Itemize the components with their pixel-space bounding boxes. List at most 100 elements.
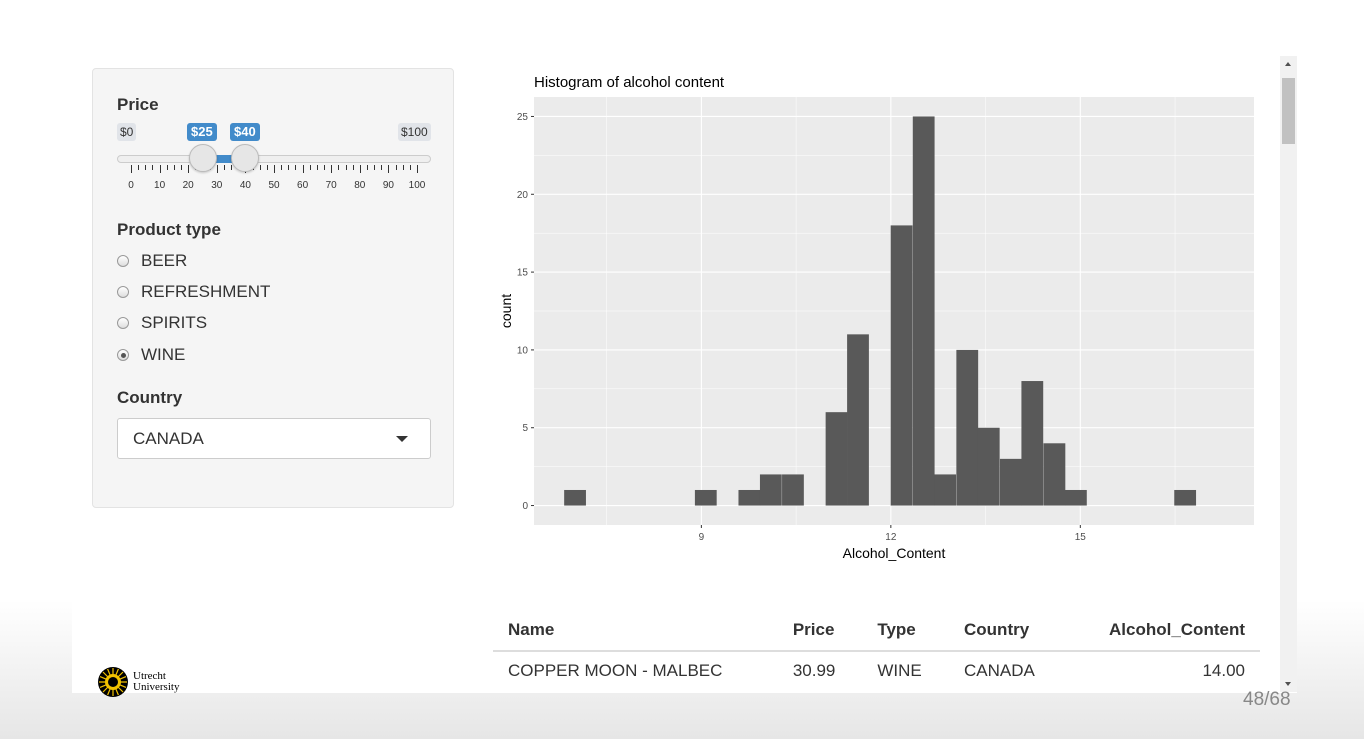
scroll-down-arrow-icon[interactable] xyxy=(1285,682,1291,686)
cell-alcohol-content: 14.00 xyxy=(1202,661,1245,680)
slider-tick xyxy=(366,165,368,170)
slider-min-label: $0 xyxy=(117,123,137,141)
col-header-type[interactable]: Type xyxy=(862,620,950,652)
cell-country: CANADA xyxy=(964,661,1035,680)
country-select-value: CANADA xyxy=(133,428,204,448)
x-tick-label: 9 xyxy=(699,532,705,543)
histogram-bar xyxy=(912,116,935,506)
slider-tick xyxy=(409,165,411,170)
y-axis-label: count xyxy=(498,294,514,328)
radio-button[interactable] xyxy=(117,255,129,267)
slider-tick xyxy=(302,165,304,173)
country-label: Country xyxy=(117,388,183,407)
slider-from-label: $25 xyxy=(187,123,217,141)
vertical-scrollbar[interactable] xyxy=(1280,56,1297,692)
price-slider-from-handle[interactable] xyxy=(188,144,217,172)
histogram-bar xyxy=(847,334,869,506)
x-tick-label: 15 xyxy=(1075,532,1087,543)
slider-tick xyxy=(138,165,140,170)
y-tick-label: 5 xyxy=(522,423,528,434)
slider-tick xyxy=(231,165,233,170)
radio-button[interactable] xyxy=(117,317,129,329)
data-table: Name Price Type Country Alcohol_Content … xyxy=(493,620,1260,689)
col-header-country[interactable]: Country xyxy=(949,620,1067,652)
slider-tick xyxy=(173,165,175,170)
slider-tick xyxy=(374,165,376,170)
histogram-bar xyxy=(782,474,804,506)
sun-logo-icon xyxy=(98,667,128,697)
slider-tick xyxy=(152,165,154,170)
page-number: 48/68 xyxy=(1243,689,1291,710)
y-tick-label: 0 xyxy=(522,501,528,512)
logo-line-1: Utrecht xyxy=(133,670,166,682)
histogram-bar xyxy=(738,489,761,506)
col-header-alcohol-content[interactable]: Alcohol_Content xyxy=(1066,620,1260,652)
table-row: COPPER MOON - MALBEC 30.99 WINE CANADA 1… xyxy=(493,651,1260,689)
histogram-bar xyxy=(759,474,782,506)
col-header-name[interactable]: Name xyxy=(493,620,778,652)
histogram-bar xyxy=(1174,489,1197,506)
slider-tick xyxy=(316,165,318,170)
slider-tick xyxy=(181,165,183,170)
slider-tick xyxy=(345,165,347,170)
price-slider-ticks: 0 10 20 30 40 50 60 70 80 90 100 xyxy=(117,165,431,195)
slider-tick-label: 70 xyxy=(325,180,337,191)
cell-price: 30.99 xyxy=(792,661,836,680)
radio-spirits[interactable]: SPIRITS xyxy=(117,313,207,333)
slider-tick-label: 80 xyxy=(354,180,366,191)
scrollbar-thumb[interactable] xyxy=(1282,78,1295,144)
slider-tick xyxy=(159,165,161,173)
radio-wine[interactable]: WINE xyxy=(117,345,185,365)
slider-tick xyxy=(359,165,361,173)
y-tick-label: 10 xyxy=(517,345,529,356)
radio-button[interactable] xyxy=(117,286,129,298)
y-axis: 0 5 10 15 20 25 xyxy=(517,112,534,512)
col-header-price[interactable]: Price xyxy=(777,620,863,652)
price-slider-to-handle[interactable] xyxy=(231,144,260,172)
slider-tick xyxy=(309,165,311,170)
histogram-bar xyxy=(564,489,586,506)
slider-tick-label: 90 xyxy=(382,180,394,191)
slider-tick xyxy=(145,165,147,170)
histogram-bar xyxy=(1065,489,1087,506)
slider-to-label: $40 xyxy=(230,123,260,141)
histogram-bar xyxy=(1021,381,1044,506)
cell-type: WINE xyxy=(877,661,922,680)
slider-tick xyxy=(223,165,225,170)
x-axis-label: Alcohol_Content xyxy=(843,545,946,561)
product-type-label: Product type xyxy=(117,220,221,239)
radio-beer[interactable]: BEER xyxy=(117,251,187,271)
slider-tick xyxy=(266,165,268,170)
cell-name: COPPER MOON - MALBEC xyxy=(508,661,723,680)
slider-tick xyxy=(352,165,354,170)
slider-tick xyxy=(188,165,190,173)
price-slider-track[interactable] xyxy=(117,155,431,163)
radio-button[interactable] xyxy=(117,349,129,361)
slider-tick xyxy=(417,165,418,173)
histogram-bar xyxy=(694,489,717,506)
slider-tick xyxy=(216,165,218,173)
slider-tick xyxy=(331,165,333,173)
scroll-up-arrow-icon[interactable] xyxy=(1285,62,1291,66)
y-tick-label: 20 xyxy=(517,190,529,201)
slider-tick xyxy=(402,165,404,170)
slider-tick-label: 100 xyxy=(408,180,426,191)
y-tick-label: 25 xyxy=(517,112,529,123)
slider-tick-label: 30 xyxy=(211,180,223,191)
caret-down-icon xyxy=(396,436,408,442)
slider-tick xyxy=(259,165,261,170)
sidebar-panel: Price $0 $100 $25 $40 0 10 20 30 40 50 60 70 80 9… xyxy=(92,68,454,508)
slider-tick xyxy=(295,165,297,170)
slider-tick xyxy=(381,165,383,170)
histogram-bar xyxy=(977,427,1000,506)
radio-refreshment[interactable]: REFRESHMENT xyxy=(117,282,270,302)
slider-tick xyxy=(388,165,390,173)
histogram-bar xyxy=(934,474,957,506)
slider-tick-label: 40 xyxy=(239,180,251,191)
y-tick-label: 15 xyxy=(517,268,529,279)
country-select[interactable]: CANADA xyxy=(117,418,431,459)
histogram-bar xyxy=(890,225,913,506)
slider-tick xyxy=(274,165,275,173)
table-header-row: Name Price Type Country Alcohol_Content xyxy=(493,620,1260,652)
slider-tick xyxy=(324,165,326,170)
